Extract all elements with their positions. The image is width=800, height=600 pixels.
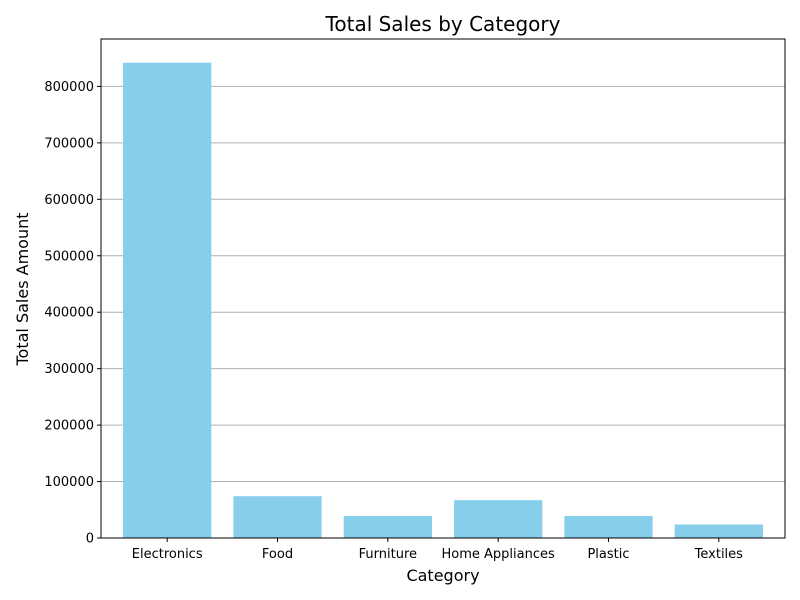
x-tick-label: Electronics	[132, 547, 203, 562]
x-axis-label: Category	[406, 566, 479, 585]
x-tick-label: Textiles	[694, 547, 744, 562]
y-tick-label: 0	[86, 532, 94, 547]
y-tick-label: 800000	[44, 80, 94, 95]
y-tick-label: 600000	[44, 193, 94, 208]
y-tick-label: 300000	[44, 362, 94, 377]
bar-food	[233, 496, 322, 538]
x-tick-label: Furniture	[359, 547, 417, 562]
y-tick-label: 700000	[44, 136, 94, 151]
bar-furniture	[343, 515, 432, 538]
bars	[123, 62, 763, 539]
x-axis-ticks: Electronics Food Furniture Home Appliances P…	[132, 538, 743, 562]
plot-frame	[100, 38, 786, 539]
chart-title: Total Sales by Category	[325, 12, 561, 36]
y-axis-label: Total Sales Amount	[13, 213, 32, 367]
bar-plastic	[564, 515, 653, 538]
y-tick-label: 500000	[44, 249, 94, 264]
y-tick-label: 200000	[44, 419, 94, 434]
bar-textiles	[674, 524, 763, 538]
grid-lines	[101, 85, 785, 483]
y-tick-label: 100000	[44, 475, 94, 490]
y-axis-ticks: 0 100000 200000 300000 400000 500000 600000 700…	[44, 80, 101, 547]
bar-home-appliances	[454, 500, 543, 538]
bar-electronics	[123, 62, 212, 539]
x-tick-label: Home Appliances	[442, 547, 555, 562]
x-tick-label: Food	[262, 547, 293, 562]
x-tick-label: Plastic	[587, 547, 629, 562]
y-tick-label: 400000	[44, 306, 94, 321]
